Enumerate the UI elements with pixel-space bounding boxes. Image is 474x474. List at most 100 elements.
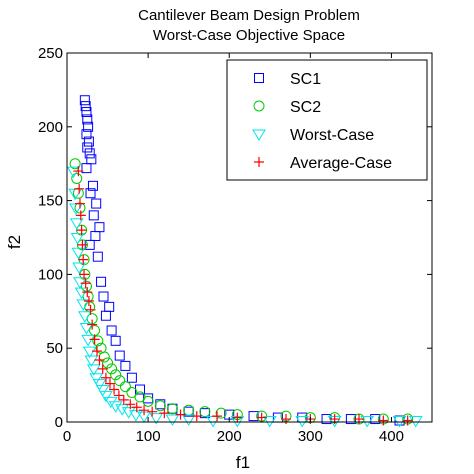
data-point — [83, 295, 94, 306]
data-point — [79, 95, 90, 106]
data-point — [232, 412, 243, 423]
data-point — [74, 198, 85, 209]
data-point — [76, 225, 87, 236]
data-point — [199, 406, 211, 418]
legend-marker — [252, 129, 266, 141]
data-point — [104, 378, 115, 389]
data-point — [71, 172, 83, 184]
y-axis-label: f2 — [5, 235, 24, 249]
data-point — [86, 364, 101, 376]
data-point — [90, 231, 101, 242]
data-point — [97, 363, 108, 374]
x-axis-label: f1 — [236, 453, 250, 472]
data-point — [154, 400, 166, 412]
data-point — [191, 411, 202, 422]
data-point — [82, 346, 97, 359]
data-point — [115, 404, 130, 416]
data-point — [131, 402, 142, 413]
data-point — [256, 412, 267, 423]
data-point — [74, 287, 89, 300]
data-point — [82, 114, 93, 125]
legend-box — [226, 59, 428, 181]
data-point — [66, 166, 81, 179]
data-point — [142, 395, 154, 407]
data-point — [370, 414, 381, 425]
data-point — [83, 121, 94, 132]
data-point — [99, 390, 113, 403]
series-sc1 — [79, 95, 405, 426]
data-point — [92, 335, 104, 347]
data-point — [72, 262, 87, 274]
data-point — [80, 101, 91, 112]
data-point — [212, 411, 223, 422]
axes: 0 100 200 300 400 0 50 100 150 200 250 — [38, 45, 433, 445]
data-point — [89, 334, 100, 345]
data-point — [159, 408, 170, 419]
data-point — [81, 163, 92, 174]
data-point — [109, 384, 120, 395]
y-tick-label: 100 — [38, 266, 63, 283]
data-point — [75, 210, 86, 221]
data-point — [87, 319, 98, 330]
data-point — [87, 180, 98, 191]
data-point — [149, 413, 164, 425]
x-tick-label: 200 — [217, 428, 242, 445]
data-point — [81, 334, 95, 347]
data-point — [114, 350, 125, 361]
legend-entry: Average-Case — [290, 155, 392, 172]
data-point — [175, 409, 186, 420]
x-tick-label: 400 — [379, 428, 404, 445]
data-point — [92, 379, 107, 391]
data-point — [69, 158, 81, 170]
data-point — [118, 394, 129, 405]
data-point — [402, 415, 413, 426]
data-point — [69, 218, 84, 230]
data-point — [108, 401, 123, 413]
data-point — [95, 385, 110, 397]
y-tick-label: 200 — [38, 119, 63, 136]
x-tick-label: 0 — [63, 428, 71, 445]
data-point — [96, 276, 107, 287]
data-point — [77, 311, 92, 323]
data-point — [76, 299, 91, 311]
data-point — [147, 406, 158, 417]
data-point — [85, 304, 96, 315]
data-point — [84, 148, 95, 159]
data-point — [82, 142, 93, 153]
data-point — [79, 323, 94, 335]
data-point — [215, 407, 227, 419]
data-point — [88, 210, 99, 221]
y-tick-label: 50 — [46, 340, 63, 357]
data-point — [181, 414, 196, 427]
data-point — [104, 301, 115, 312]
data-point — [73, 166, 84, 177]
data-point — [114, 375, 126, 387]
data-point — [120, 360, 131, 371]
legend-entry: Worst-Case — [290, 127, 374, 144]
data-point — [126, 372, 137, 383]
data-point — [248, 411, 259, 422]
legend-marker — [254, 157, 264, 167]
legend: SC1 SC2 Worst-Case Average-Case — [226, 59, 428, 181]
data-point — [79, 269, 90, 280]
data-point — [139, 405, 150, 416]
data-point — [110, 335, 121, 346]
legend-marker — [253, 100, 265, 112]
data-point — [119, 381, 131, 393]
data-point — [125, 399, 136, 410]
data-point — [84, 355, 99, 367]
y-tick-label: 250 — [38, 45, 63, 62]
data-point — [77, 239, 88, 250]
data-point — [166, 403, 178, 415]
data-point — [85, 188, 96, 199]
chart-title-line-1: Cantilever Beam Design Problem — [138, 7, 360, 24]
data-point — [71, 247, 86, 260]
y-tick-label: 150 — [38, 193, 63, 210]
data-point — [106, 325, 117, 336]
data-point — [78, 254, 89, 265]
data-point — [129, 410, 143, 422]
legend-marker — [254, 73, 264, 83]
data-point — [81, 107, 92, 118]
chart-title-line-2: Worst-Case Objective Space — [153, 27, 345, 44]
